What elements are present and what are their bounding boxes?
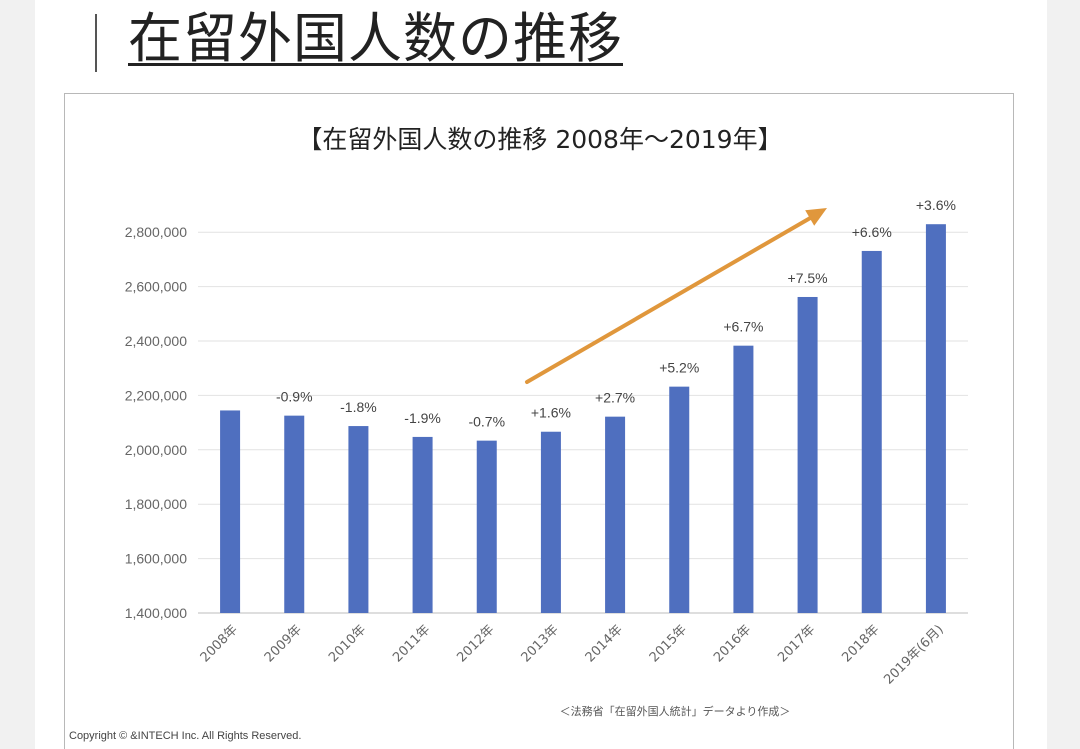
data-label: +6.6% [852,224,892,240]
data-label: +6.7% [723,319,763,335]
bar [476,440,497,613]
trend-arrow-head [805,208,827,226]
page-heading: 在留外国人数の推移 [128,7,623,70]
x-tick-label: 2010年 [326,622,369,665]
bar [412,436,433,613]
bar [669,386,690,613]
x-tick-label: 2015年 [647,622,690,665]
y-tick-label: 2,000,000 [125,442,187,458]
bar [797,296,818,613]
x-tick-label: 2008年 [198,622,241,665]
bar [733,345,754,613]
chart-title: 【在留外国人数の推移 2008年〜2019年】 [297,125,782,154]
x-tick-label: 2011年 [390,622,433,665]
x-tick-label: 2019年(6月) [881,622,946,687]
data-label: +3.6% [916,197,956,213]
y-tick-label: 1,800,000 [125,496,187,512]
data-label: -0.7% [468,414,505,430]
y-tick-label: 2,200,000 [125,387,187,403]
bar [348,426,369,613]
x-tick-label: 2018年 [839,622,882,665]
source-note: ＜法務省「在留外国人統計」データより作成＞ [560,704,791,718]
x-tick-label: 2013年 [519,622,562,665]
bar [925,224,946,613]
x-tick-label: 2016年 [711,622,754,665]
data-label: +5.2% [659,360,699,376]
x-tick-label: 2009年 [262,622,305,665]
data-label: +7.5% [788,270,828,286]
data-label: +1.6% [531,405,571,421]
bar [540,431,561,613]
x-tick-label: 2017年 [775,622,818,665]
data-label: -0.9% [276,389,313,405]
x-tick-label: 2014年 [583,622,626,665]
data-label: -1.9% [404,410,441,426]
trend-arrow-shaft [525,215,814,384]
y-tick-label: 1,600,000 [125,551,187,567]
x-tick-label: 2012年 [454,622,497,665]
bar [861,250,882,614]
bar [284,415,305,613]
data-label: -1.8% [340,399,377,415]
y-tick-label: 2,400,000 [125,333,187,349]
bar [220,410,241,613]
bar [605,416,626,613]
y-tick-label: 2,800,000 [125,224,187,240]
y-tick-label: 1,400,000 [125,605,187,621]
copyright-text: Copyright © &INTECH Inc. All Rights Rese… [69,730,302,742]
y-tick-label: 2,600,000 [125,279,187,295]
data-label: +2.7% [595,390,635,406]
heading-divider [95,14,97,72]
